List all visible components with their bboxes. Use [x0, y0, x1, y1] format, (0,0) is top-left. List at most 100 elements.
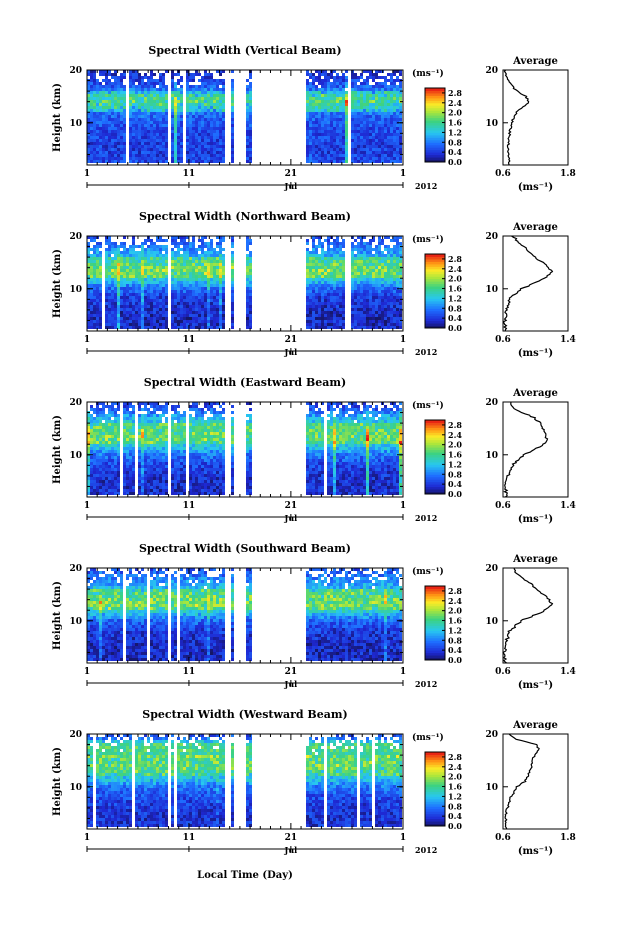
- heatmap-cell: [132, 269, 135, 272]
- heatmap-cell: [159, 139, 162, 142]
- heatmap-cell: [189, 88, 192, 91]
- heatmap-cell: [246, 257, 249, 260]
- heatmap-cell: [207, 73, 210, 76]
- heatmap-cell: [93, 112, 96, 115]
- heatmap-cell: [309, 266, 312, 269]
- heatmap-cell: [366, 314, 369, 317]
- heatmap-cell: [150, 82, 153, 85]
- heatmap-cell: [309, 73, 312, 76]
- heatmap-cell: [141, 260, 144, 263]
- heatmap-cell: [393, 248, 396, 251]
- heatmap-cell: [342, 281, 345, 284]
- heatmap-cell: [120, 278, 123, 281]
- heatmap-cell: [198, 269, 201, 272]
- heatmap-cell: [312, 254, 315, 257]
- heatmap-cell: [144, 91, 147, 94]
- heatmap-cell: [99, 91, 102, 94]
- heatmap-cell: [360, 154, 363, 157]
- heatmap-cell: [105, 106, 108, 109]
- heatmap-cell: [123, 302, 126, 305]
- heatmap-cell: [357, 97, 360, 100]
- heatmap-cell: [354, 151, 357, 154]
- heatmap-cell: [210, 139, 213, 142]
- heatmap-cell: [366, 293, 369, 296]
- heatmap-cell: [354, 239, 357, 242]
- heatmap-cell: [315, 269, 318, 272]
- heatmap-cell: [162, 314, 165, 317]
- heatmap-cell: [186, 251, 189, 254]
- heatmap-cell: [309, 272, 312, 275]
- heatmap-cell: [327, 103, 330, 106]
- heatmap-cell: [138, 121, 141, 124]
- heatmap-cell: [357, 317, 360, 320]
- colorbar-swatch: [425, 283, 445, 287]
- heatmap-cell: [150, 154, 153, 157]
- heatmap-cell: [357, 314, 360, 317]
- heatmap-cell: [351, 323, 354, 326]
- heatmap-cell: [174, 109, 177, 112]
- heatmap-cell: [189, 314, 192, 317]
- heatmap-cell: [330, 260, 333, 263]
- heatmap-cell: [123, 278, 126, 281]
- heatmap-cell: [117, 127, 120, 130]
- heatmap-cell: [231, 82, 234, 85]
- heatmap-cell: [198, 299, 201, 302]
- heatmap-cell: [156, 88, 159, 91]
- heatmap-cell: [87, 281, 90, 284]
- heatmap-cell: [93, 148, 96, 151]
- heatmap-cell: [183, 254, 186, 257]
- heatmap-cell: [324, 299, 327, 302]
- heatmap-cell: [135, 151, 138, 154]
- heatmap-cell: [339, 302, 342, 305]
- heatmap-cell: [198, 106, 201, 109]
- heatmap-cell: [189, 145, 192, 148]
- heatmap-cell: [141, 124, 144, 127]
- heatmap-cell: [87, 293, 90, 296]
- heatmap-cell: [342, 115, 345, 118]
- colorbar-frame: [424, 87, 446, 163]
- heatmap-cell: [174, 121, 177, 124]
- heatmap-cell: [219, 263, 222, 266]
- heatmap-cell: [192, 160, 195, 163]
- heatmap-cell: [87, 154, 90, 157]
- heatmap-cell: [156, 112, 159, 115]
- heatmap-cell: [219, 305, 222, 308]
- heatmap-cell: [174, 97, 177, 100]
- heatmap-cell: [114, 91, 117, 94]
- heatmap-cell: [393, 287, 396, 290]
- heatmap-cell: [129, 70, 132, 73]
- heatmap-cell: [231, 239, 234, 242]
- heatmap-cell: [87, 317, 90, 320]
- heatmap-cell: [399, 236, 402, 239]
- heatmap-cell: [396, 257, 399, 260]
- heatmap-cell: [399, 254, 402, 257]
- heatmap-cell: [132, 287, 135, 290]
- heatmap-cell: [156, 263, 159, 266]
- heatmap-cell: [174, 278, 177, 281]
- heatmap-cell: [330, 287, 333, 290]
- heatmap-cell: [216, 88, 219, 91]
- heatmap-cell: [333, 263, 336, 266]
- heatmap-cell: [384, 142, 387, 145]
- heatmap-cell: [195, 118, 198, 121]
- heatmap-cell: [177, 157, 180, 160]
- heatmap-cell: [99, 326, 102, 329]
- heatmap-cell: [159, 248, 162, 251]
- heatmap-cell: [108, 269, 111, 272]
- heatmap-cell: [333, 305, 336, 308]
- heatmap-cell: [123, 320, 126, 323]
- heatmap-cell: [90, 423, 93, 426]
- heatmap-cell: [324, 154, 327, 157]
- heatmap-cell: [153, 148, 156, 151]
- heatmap-cell: [96, 124, 99, 127]
- heatmap-cell: [96, 302, 99, 305]
- heatmap-cell: [390, 106, 393, 109]
- heatmap-cell: [132, 299, 135, 302]
- heatmap-cell: [189, 130, 192, 133]
- heatmap-cell: [360, 127, 363, 130]
- heatmap-cell: [321, 112, 324, 115]
- heatmap-cell: [198, 275, 201, 278]
- heatmap-cell: [141, 251, 144, 254]
- heatmap-cell: [144, 127, 147, 130]
- heatmap-cell: [87, 444, 90, 447]
